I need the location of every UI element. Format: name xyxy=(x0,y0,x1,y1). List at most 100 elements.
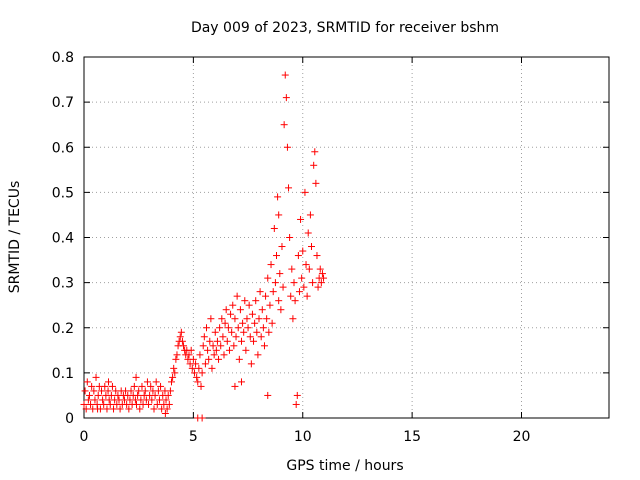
data-point xyxy=(205,355,213,363)
data-points xyxy=(80,71,328,422)
data-point xyxy=(177,328,185,336)
data-point xyxy=(293,391,301,399)
data-point xyxy=(106,400,114,408)
data-point xyxy=(274,193,282,201)
data-point xyxy=(260,342,268,350)
data-point xyxy=(188,364,196,372)
data-point xyxy=(297,215,305,223)
data-point xyxy=(224,324,232,332)
data-point xyxy=(304,229,312,237)
data-point xyxy=(262,292,270,300)
data-point xyxy=(238,378,245,386)
data-point xyxy=(193,373,201,381)
y-tick-label: 0.6 xyxy=(52,140,74,156)
data-point xyxy=(168,378,175,386)
data-point xyxy=(206,337,214,345)
data-point xyxy=(212,346,220,354)
data-point xyxy=(267,261,275,269)
data-point xyxy=(208,364,216,372)
data-point xyxy=(91,396,99,404)
data-point xyxy=(82,405,90,413)
data-point xyxy=(165,400,173,408)
data-point xyxy=(211,328,219,336)
data-point xyxy=(264,391,272,399)
y-tick-label: 0.8 xyxy=(52,50,74,66)
data-point xyxy=(135,387,143,395)
data-point xyxy=(199,342,207,350)
data-point xyxy=(257,333,265,341)
data-point xyxy=(166,387,174,395)
data-point xyxy=(94,405,102,413)
data-point xyxy=(83,378,91,386)
data-point xyxy=(320,274,328,282)
data-point xyxy=(275,211,283,219)
data-point xyxy=(264,274,272,282)
data-point xyxy=(268,319,276,327)
data-point xyxy=(252,297,260,305)
data-point xyxy=(169,373,177,381)
data-point xyxy=(164,391,172,399)
data-point xyxy=(194,378,202,386)
data-point xyxy=(289,315,297,323)
data-point xyxy=(157,382,165,390)
y-tick-label: 0 xyxy=(65,411,74,427)
data-point xyxy=(244,324,252,332)
data-point xyxy=(213,337,221,345)
data-point xyxy=(130,382,138,390)
data-point xyxy=(301,188,309,196)
data-point xyxy=(280,121,288,129)
data-point xyxy=(204,346,212,354)
data-point xyxy=(312,179,320,187)
data-point xyxy=(107,391,115,399)
data-point xyxy=(217,342,225,350)
data-point xyxy=(220,351,228,359)
data-point xyxy=(313,252,321,260)
x-tick-label: 5 xyxy=(189,429,198,445)
data-point xyxy=(231,315,239,323)
data-point xyxy=(310,161,318,169)
data-point xyxy=(318,270,326,278)
data-point xyxy=(317,279,325,287)
data-point xyxy=(314,283,322,291)
data-point xyxy=(276,270,284,278)
data-point xyxy=(287,292,295,300)
data-point xyxy=(265,328,273,336)
data-point xyxy=(85,391,93,399)
data-point xyxy=(299,247,307,255)
axis-ticks: 0 5 10 15 20 0 0.1 0.2 0.3 0.4 0.5 0.6 0.7 0.8 xyxy=(52,50,609,445)
data-point xyxy=(271,279,279,287)
chart-title: Day 009 of 2023, SRMTID for receiver bsh… xyxy=(191,20,499,36)
data-point xyxy=(173,351,181,359)
data-point xyxy=(306,211,314,219)
data-point xyxy=(295,288,303,296)
data-point xyxy=(100,400,108,408)
data-point xyxy=(228,328,236,336)
data-point xyxy=(305,265,313,273)
data-point xyxy=(233,292,241,300)
data-point xyxy=(242,346,250,354)
data-point xyxy=(108,382,116,390)
data-point xyxy=(241,297,249,305)
data-point xyxy=(245,301,253,309)
data-point xyxy=(248,310,256,318)
data-point xyxy=(308,243,315,251)
data-point xyxy=(234,324,242,332)
data-point xyxy=(150,405,158,413)
data-point xyxy=(147,382,155,390)
data-point xyxy=(187,346,195,354)
data-point xyxy=(145,400,153,408)
data-point xyxy=(270,224,278,232)
data-point xyxy=(263,315,271,323)
data-point xyxy=(311,148,319,156)
data-point xyxy=(231,382,239,390)
data-point xyxy=(221,319,229,327)
data-point xyxy=(300,283,308,291)
x-axis-label: GPS time / hours xyxy=(286,458,403,474)
data-point xyxy=(230,342,238,350)
x-tick-label: 20 xyxy=(513,429,531,445)
data-point xyxy=(185,351,193,359)
data-point xyxy=(288,265,296,273)
data-point xyxy=(189,355,197,363)
data-point xyxy=(238,337,245,345)
